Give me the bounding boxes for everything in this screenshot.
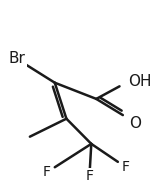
Text: OH: OH xyxy=(128,74,152,89)
Text: O: O xyxy=(129,116,141,130)
Text: F: F xyxy=(42,165,50,179)
Text: F: F xyxy=(121,160,129,174)
Text: F: F xyxy=(86,169,94,183)
Text: Br: Br xyxy=(9,51,26,66)
